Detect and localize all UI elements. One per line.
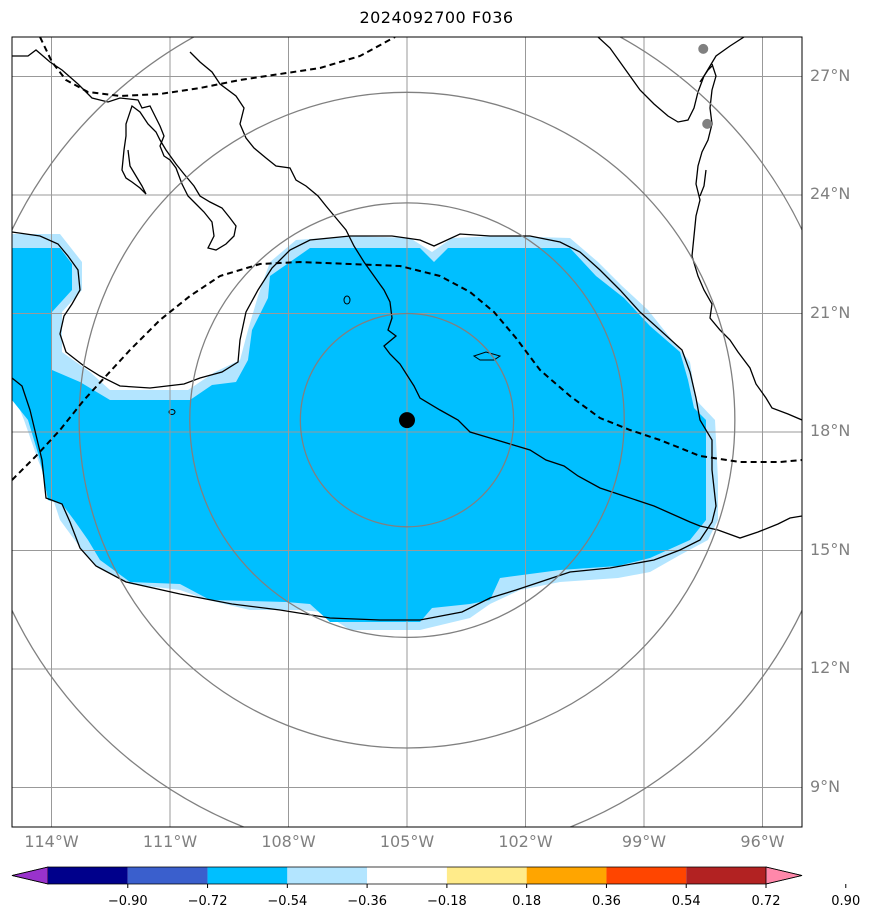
longitude-label: 102°W [498,832,553,851]
longitude-label: 99°W [621,832,667,851]
colorbar-segment [606,867,687,884]
longitude-label: 114°W [24,832,79,851]
colorbar-tick-label: 0.90 [831,894,861,909]
colorbar-tick-label: 0.36 [591,894,621,909]
colorbar-extend-low [11,866,49,885]
range-ring [299,312,515,528]
latitude-label: 12°N [810,658,851,677]
colorbar-segment [686,867,766,884]
shaded-region [12,248,706,622]
observation-site-marker [698,43,709,54]
colorbar-tick-label: 0.72 [751,894,781,909]
dashed-contours [12,37,802,481]
range-ring [78,91,736,749]
latitude-label: 24°N [810,184,851,203]
longitude-label: 105°W [379,832,435,851]
colorbar-segment [127,867,208,884]
colorbar-tick-label: 0.18 [512,894,542,909]
map-title: 2024092700 F036 [359,8,514,27]
colorbar-tick-label: −0.36 [347,894,388,909]
map-frame [11,36,803,828]
range-rings [12,37,802,827]
storm-center-marker [399,412,415,429]
colorbar-tick-label: −0.54 [267,894,308,909]
colorbar-tick-label: 0.54 [671,894,701,909]
longitude-label: 108°W [261,832,316,851]
colorbar-segment [287,867,368,884]
latitude-label: 9°N [810,776,841,796]
coastlines [12,37,802,621]
observation-site-marker [702,118,713,129]
colorbar-segment [48,867,128,884]
graticule [12,37,802,827]
colorbar-segment [526,867,607,884]
colorbar-tick-label: −0.18 [426,894,467,909]
latitude-label: 15°N [810,539,851,559]
range-ring [189,202,625,639]
longitude-label: 96°W [740,832,785,851]
colorbar-segment [367,867,447,884]
latitude-label: 18°N [810,421,851,440]
colorbar-segment [207,867,288,884]
colorbar-tick-label: −0.72 [187,894,228,909]
colorbar-extend-high [765,866,803,885]
colorbar-segment [446,867,527,884]
colorbar [11,866,847,888]
latitude-label: 27°N [810,65,851,85]
colorbar-tick-label: −0.90 [107,894,148,909]
latitude-label: 21°N [810,302,851,322]
longitude-label: 111°W [142,832,198,851]
